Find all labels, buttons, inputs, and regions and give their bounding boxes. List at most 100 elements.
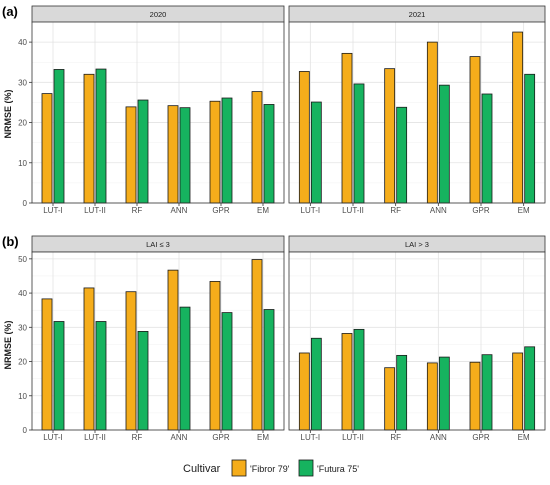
x-tick-label-r0p1-GPR: GPR [472, 206, 490, 215]
bar-r0p1-s1-ANN [438, 84, 450, 204]
bar-r0p0-s0-LUT-I [41, 93, 53, 204]
legend-label-fibror: 'Fibror 79' [250, 464, 290, 474]
plot-area-r1p0 [32, 252, 284, 430]
row-tag-a: (a) [2, 4, 18, 19]
legend-label-futura: 'Futura 75' [317, 464, 359, 474]
x-tick-label-r1p0-LUT-I: LUT-I [43, 433, 63, 442]
bar-r1p0-s0-ANN [167, 269, 179, 431]
x-tick-label-r1p1-RF: RF [390, 433, 401, 442]
x-tick-label-r0p0-ANN: ANN [171, 206, 188, 215]
y-tick-label-r0-20: 20 [18, 119, 27, 128]
bar-r0p1-s1-LUT-II [353, 83, 365, 204]
bar-r1p0-s0-RF [125, 291, 137, 431]
y-tick-label-r0-10: 10 [18, 159, 27, 168]
y-tick-label-r1-20: 20 [18, 358, 27, 367]
y-tick-label-r0-30: 30 [18, 78, 27, 87]
bar-r1p0-s0-LUT-I [41, 298, 53, 431]
x-tick-label-r0p0-GPR: GPR [212, 206, 230, 215]
plot-area-r1p1 [289, 252, 545, 430]
bar-r1p1-s0-ANN [426, 362, 438, 431]
x-tick-label-r0p1-ANN: ANN [430, 206, 447, 215]
bar-r1p0-s0-EM [251, 259, 263, 431]
bar-r0p1-s1-RF [396, 106, 408, 204]
bar-r0p0-s1-EM [263, 104, 275, 204]
bar-r1p1-s1-RF [396, 354, 408, 431]
bar-r0p1-s1-EM [524, 73, 536, 204]
y-tick-label-r1-50: 50 [18, 255, 27, 264]
y-tick-label-r0-40: 40 [18, 38, 27, 47]
panel-border-r0p0 [31, 21, 285, 204]
panel-title-r1p1: LAI > 3 [405, 240, 429, 249]
bar-r0p0-s1-RF [137, 99, 149, 204]
y-tick-label-r1-40: 40 [18, 289, 27, 298]
bar-r0p1-s1-GPR [481, 93, 493, 204]
bar-r0p0-s0-LUT-II [83, 73, 95, 204]
panel-border-r0p1 [288, 21, 546, 204]
x-tick-label-r1p0-LUT-II: LUT-II [84, 433, 106, 442]
bar-r0p0-s1-LUT-II [95, 68, 107, 204]
bar-r0p1-s0-EM [512, 31, 524, 204]
panel-r1p0: LAI ≤ 3 LUT-I LUT-II RF ANN GPR EM 0 10 20 30 40 50 [18, 235, 285, 442]
bar-r0p0-s1-GPR [221, 97, 233, 204]
x-tick-label-r1p0-RF: RF [132, 433, 143, 442]
y-tick-label-r1-0: 0 [23, 426, 28, 435]
x-tick-label-r1p1-EM: EM [518, 433, 530, 442]
bar-r0p1-s1-LUT-I [310, 101, 322, 204]
x-tick-label-r1p1-ANN: ANN [430, 433, 447, 442]
bar-r0p1-s0-GPR [469, 56, 481, 204]
panel-title-r1p0: LAI ≤ 3 [146, 240, 170, 249]
bar-r0p0-s0-GPR [209, 100, 221, 204]
x-tick-label-r0p1-LUT-I: LUT-I [301, 206, 321, 215]
bar-r1p1-s1-LUT-I [310, 337, 322, 431]
bar-r1p0-s0-GPR [209, 281, 221, 431]
row-tag-b: (b) [2, 234, 19, 249]
plot-area-r0p1 [289, 22, 545, 203]
x-tick-label-r1p1-LUT-I: LUT-I [301, 433, 321, 442]
bar-r1p1-s0-LUT-I [298, 352, 310, 431]
panel-border-r1p1 [288, 251, 546, 431]
bar-r0p1-s0-ANN [426, 41, 438, 204]
bar-r1p0-s1-GPR [221, 312, 233, 431]
x-tick-label-r0p0-EM: EM [257, 206, 269, 215]
x-tick-label-r1p1-LUT-II: LUT-II [342, 433, 364, 442]
panel-title-r0p0: 2020 [150, 10, 167, 19]
x-tick-label-r0p0-RF: RF [132, 206, 143, 215]
y-axis-label-a: NRMSE (%) [3, 89, 13, 138]
y-tick-label-r1-10: 10 [18, 392, 27, 401]
bar-r1p0-s1-LUT-I [53, 321, 65, 431]
bar-r1p1-s1-EM [524, 346, 536, 431]
bar-r0p0-s0-RF [125, 106, 137, 204]
panel-r1p1: LAI > 3 LUT-I LUT-II RF ANN GPR EM [288, 235, 546, 442]
bar-r1p0-s1-RF [137, 331, 149, 431]
x-tick-label-r0p1-EM: EM [518, 206, 530, 215]
x-tick-label-r1p0-EM: EM [257, 433, 269, 442]
y-tick-label-r1-30: 30 [18, 323, 27, 332]
panel-border-r1p0 [31, 251, 285, 431]
y-axis-label-b: NRMSE (%) [3, 320, 13, 369]
bar-r1p1-s0-RF [384, 367, 396, 431]
bar-r1p0-s1-LUT-II [95, 321, 107, 431]
bar-r1p1-s1-LUT-II [353, 328, 365, 431]
bar-r0p0-s1-ANN [179, 107, 191, 204]
bar-r1p0-s0-LUT-II [83, 287, 95, 431]
panels: 2020 LUT-I LUT-II RF ANN GPR EM 0 10 20 30 40 2021 LU… [18, 5, 546, 442]
legend-swatch-fibror [231, 459, 247, 477]
bar-r1p1-s0-LUT-II [341, 333, 353, 431]
x-tick-label-r1p0-ANN: ANN [171, 433, 188, 442]
panel-r0p1: 2021 LUT-I LUT-II RF ANN GPR EM [288, 5, 546, 215]
y-tick-label-r0-0: 0 [23, 199, 28, 208]
x-tick-label-r1p1-GPR: GPR [472, 433, 490, 442]
panel-title-r0p1: 2021 [409, 10, 426, 19]
bar-r1p1-s1-ANN [438, 356, 450, 431]
bar-r0p0-s1-LUT-I [53, 69, 65, 204]
x-tick-label-r0p0-LUT-II: LUT-II [84, 206, 106, 215]
legend-swatch-futura [298, 459, 314, 477]
x-tick-label-r0p1-RF: RF [390, 206, 401, 215]
bar-r1p1-s0-GPR [469, 361, 481, 431]
bar-r0p0-s0-ANN [167, 105, 179, 204]
legend-title: Cultivar [183, 463, 221, 475]
bar-r0p1-s0-LUT-I [298, 71, 310, 204]
legend: Cultivar 'Fibror 79' 'Futura 75' [183, 459, 359, 477]
bar-r1p1-s1-GPR [481, 354, 493, 431]
